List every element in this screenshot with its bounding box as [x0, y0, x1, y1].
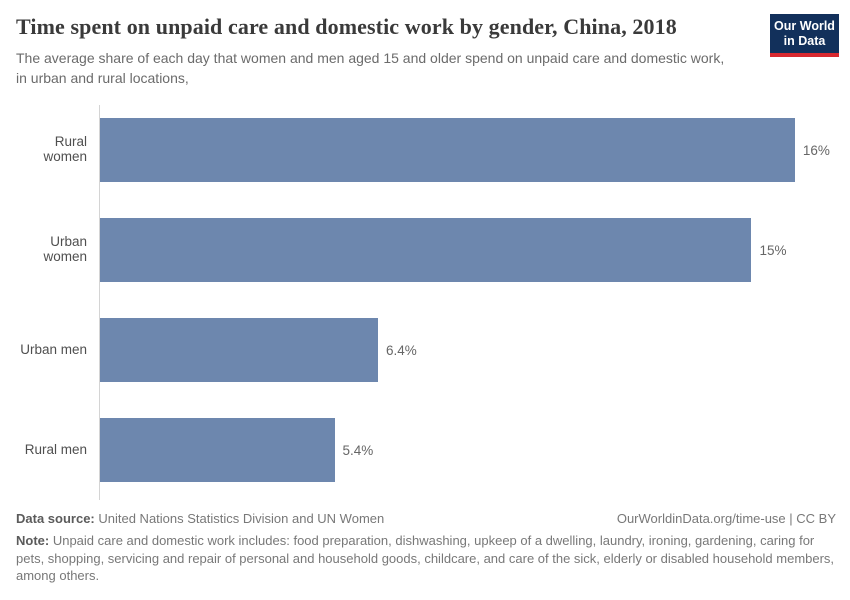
value-label: 16% — [802, 142, 830, 158]
bar[interactable] — [100, 318, 378, 382]
note-text: Unpaid care and domestic work includes: … — [16, 533, 835, 584]
attribution-link[interactable]: OurWorldinData.org/time-use | CC BY — [616, 511, 836, 526]
bar[interactable] — [100, 218, 752, 282]
bar-track: 15% — [100, 200, 834, 300]
category-label: Rural men — [24, 441, 87, 457]
chart-title: Time spent on unpaid care and domestic w… — [16, 14, 677, 39]
bar-chart: Rural women 16% Urban women 15% Urban men 6.4… — [16, 100, 834, 500]
y-axis-line — [99, 105, 100, 500]
value-label: 5.4% — [342, 442, 374, 458]
value-label: 6.4% — [385, 342, 417, 358]
data-source-line: Data source: United Nations Statistics D… — [16, 511, 384, 526]
chart-note: Note: Unpaid care and domestic work incl… — [16, 532, 836, 585]
bar[interactable] — [100, 418, 335, 482]
bar[interactable] — [100, 118, 795, 182]
chart-row: Urban men 6.4% — [16, 300, 834, 400]
chart-row: Urban women 15% — [16, 200, 834, 300]
chart-row: Rural women 16% — [16, 100, 834, 200]
value-label: 15% — [759, 242, 787, 258]
category-label: Rural women — [43, 134, 87, 164]
chart-footer: Data source: United Nations Statistics D… — [16, 511, 836, 585]
owid-logo-text-line1: Our World — [774, 19, 835, 33]
bar-track: 16% — [100, 100, 834, 200]
category-label: Urban women — [43, 234, 87, 264]
bar-track: 5.4% — [100, 400, 834, 500]
owid-logo-text-line2: in Data — [783, 34, 826, 48]
chart-subtitle: The average share of each day that women… — [16, 50, 725, 86]
note-label: Note: — [16, 533, 50, 548]
data-source-text: United Nations Statistics Division and U… — [94, 511, 385, 526]
bar-track: 6.4% — [100, 300, 834, 400]
data-source-label: Data source: — [16, 511, 95, 526]
chart-header: Time spent on unpaid care and domestic w… — [16, 14, 754, 89]
owid-logo[interactable]: Our World in Data — [770, 14, 839, 57]
chart-row: Rural men 5.4% — [16, 400, 834, 500]
category-label: Urban men — [20, 341, 87, 357]
